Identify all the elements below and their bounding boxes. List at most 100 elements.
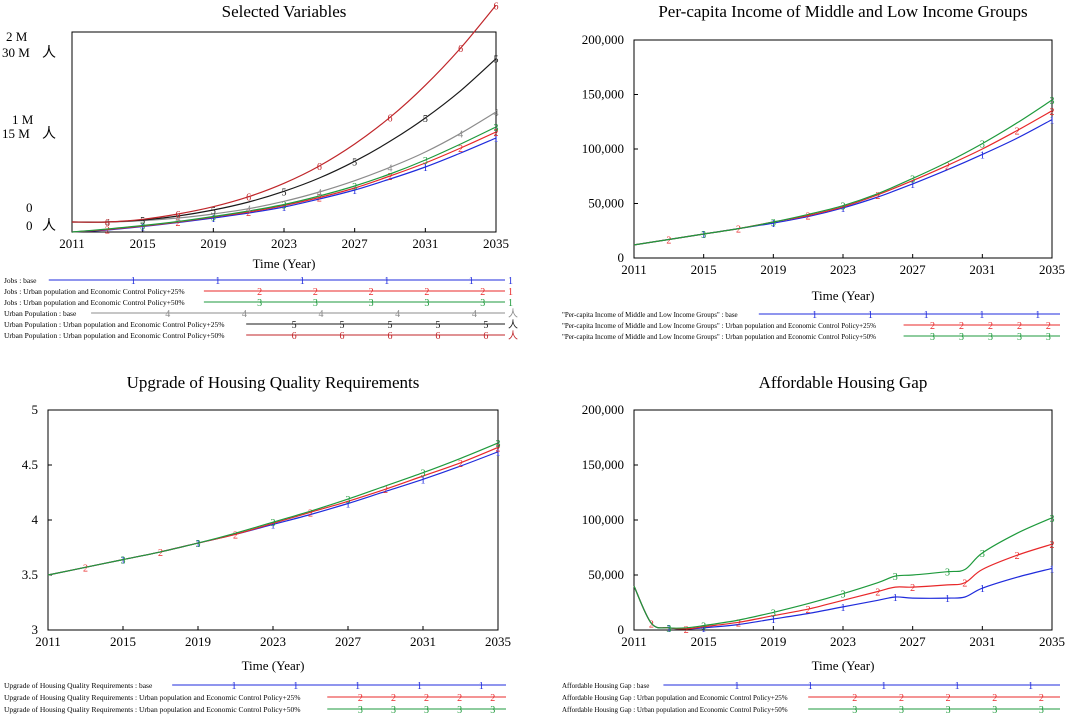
series-marker-2: 2 — [496, 443, 501, 454]
series-marker-1: 1 — [701, 230, 706, 241]
y-tick-label: 0 — [618, 250, 625, 265]
series-marker-1: 1 — [980, 150, 985, 161]
x-tick-label: 2027 — [335, 634, 362, 649]
legend-label: Affordable Housing Gap : base — [562, 682, 649, 690]
legend-marker-4: 4 — [242, 309, 247, 320]
legend-marker-3: 3 — [480, 298, 485, 309]
legend-marker-1: 1 — [384, 276, 389, 287]
series-marker-1: 1 — [140, 223, 145, 234]
series-marker-3: 3 — [282, 201, 287, 212]
series-marker-3: 3 — [771, 218, 776, 229]
series-marker-4: 4 — [494, 108, 499, 119]
legend-marker-6: 6 — [483, 331, 488, 342]
legend-unit: 人 — [508, 319, 518, 331]
legend-marker-1: 1 — [1028, 681, 1033, 692]
y-tick-label: 3 — [32, 622, 39, 637]
legend-marker-1: 1 — [1035, 310, 1040, 321]
y-tick-label: 4 — [32, 512, 39, 527]
series-marker-3: 3 — [1050, 96, 1055, 107]
legend-marker-5: 5 — [435, 320, 440, 331]
legend-label: Urban Population : Urban population and … — [4, 331, 224, 340]
series-marker-1: 1 — [666, 624, 671, 635]
series-line-2 — [633, 110, 1053, 246]
x-tick-label: 2027 — [342, 236, 369, 251]
y-tick-label: 100,000 — [582, 141, 624, 156]
series-marker-1: 1 — [771, 219, 776, 230]
series-marker-2: 2 — [910, 583, 915, 594]
legend-marker-2: 2 — [358, 693, 363, 704]
series-marker-1: 1 — [1050, 116, 1055, 127]
legend-label: Upgrade of Housing Quality Requirements … — [4, 693, 300, 702]
legend-unit: 1 — [508, 276, 513, 287]
series-marker-2: 2 — [1015, 126, 1020, 137]
legend-marker-2: 2 — [992, 693, 997, 704]
series-marker-3: 3 — [910, 174, 915, 185]
series-marker-2: 2 — [388, 172, 393, 183]
x-tick-label: 2027 — [900, 262, 927, 277]
series-marker-2: 2 — [806, 211, 811, 222]
y-tick-label: 150,000 — [582, 457, 624, 472]
legend-marker-1: 1 — [924, 310, 929, 321]
series-marker-3: 3 — [893, 572, 898, 583]
legend-marker-4: 4 — [319, 309, 324, 320]
legend-marker-1: 1 — [131, 276, 136, 287]
series-line-6 — [71, 4, 497, 223]
series-marker-3: 3 — [666, 624, 671, 635]
legend-marker-1: 1 — [469, 276, 474, 287]
x-tick-label: 2019 — [185, 634, 211, 649]
series-marker-2: 2 — [736, 225, 741, 236]
legend-marker-2: 2 — [490, 693, 495, 704]
series-marker-3: 3 — [211, 213, 216, 224]
legend-marker-3: 3 — [490, 705, 495, 716]
series-marker-3: 3 — [945, 568, 950, 579]
plot-frame — [633, 39, 1053, 259]
right-axis-top-label: 30 M — [2, 45, 30, 60]
legend-marker-4: 4 — [165, 309, 170, 320]
legend-marker-3: 3 — [313, 298, 318, 309]
series-marker-1: 1 — [1050, 564, 1055, 575]
legend-marker-6: 6 — [435, 331, 440, 342]
legend-unit: 1 — [508, 298, 513, 309]
y-tick-label: 200,000 — [582, 32, 624, 47]
legend-marker-2: 2 — [424, 693, 429, 704]
series-marker-3: 3 — [980, 140, 985, 151]
series-marker-3: 3 — [121, 556, 126, 567]
legend-marker-5: 5 — [387, 320, 392, 331]
series-marker-3: 3 — [494, 123, 499, 134]
series-marker-2: 2 — [458, 144, 463, 155]
y-tick-label: 100,000 — [582, 512, 624, 527]
series-marker-2: 2 — [806, 605, 811, 616]
legend-marker-2: 2 — [424, 287, 429, 298]
series-marker-1: 1 — [701, 624, 706, 635]
series-line-1 — [71, 137, 497, 233]
legend-marker-2: 2 — [313, 287, 318, 298]
series-line-1 — [633, 119, 1053, 246]
legend-label: Affordable Housing Gap : Urban populatio… — [562, 706, 788, 714]
x-tick-label: 2035 — [485, 634, 511, 649]
series-line-3 — [633, 517, 1053, 629]
legend-marker-3: 3 — [988, 332, 993, 343]
series-marker-3: 3 — [771, 608, 776, 619]
series-marker-2: 2 — [1050, 540, 1055, 551]
legend-marker-2: 2 — [391, 693, 396, 704]
series-marker-5: 5 — [140, 216, 145, 227]
series-marker-3: 3 — [421, 469, 426, 480]
series-marker-3: 3 — [346, 495, 351, 506]
series-marker-2: 2 — [1015, 551, 1020, 562]
legend-marker-1: 1 — [734, 681, 739, 692]
x-tick-label: 2035 — [1039, 634, 1065, 649]
series-marker-2: 2 — [83, 563, 88, 574]
legend-label: Jobs : base — [4, 276, 37, 285]
series-marker-3: 3 — [352, 182, 357, 193]
series-marker-3: 3 — [423, 156, 428, 167]
legend-marker-1: 1 — [293, 681, 298, 692]
series-marker-3: 3 — [271, 518, 276, 529]
series-marker-2: 2 — [962, 579, 967, 590]
legend-label: "Per-capita Income of Middle and Low Inc… — [562, 322, 876, 330]
series-marker-4: 4 — [458, 129, 463, 140]
series-marker-6: 6 — [458, 44, 463, 55]
legend-marker-5: 5 — [340, 320, 345, 331]
series-marker-1: 1 — [893, 593, 898, 604]
